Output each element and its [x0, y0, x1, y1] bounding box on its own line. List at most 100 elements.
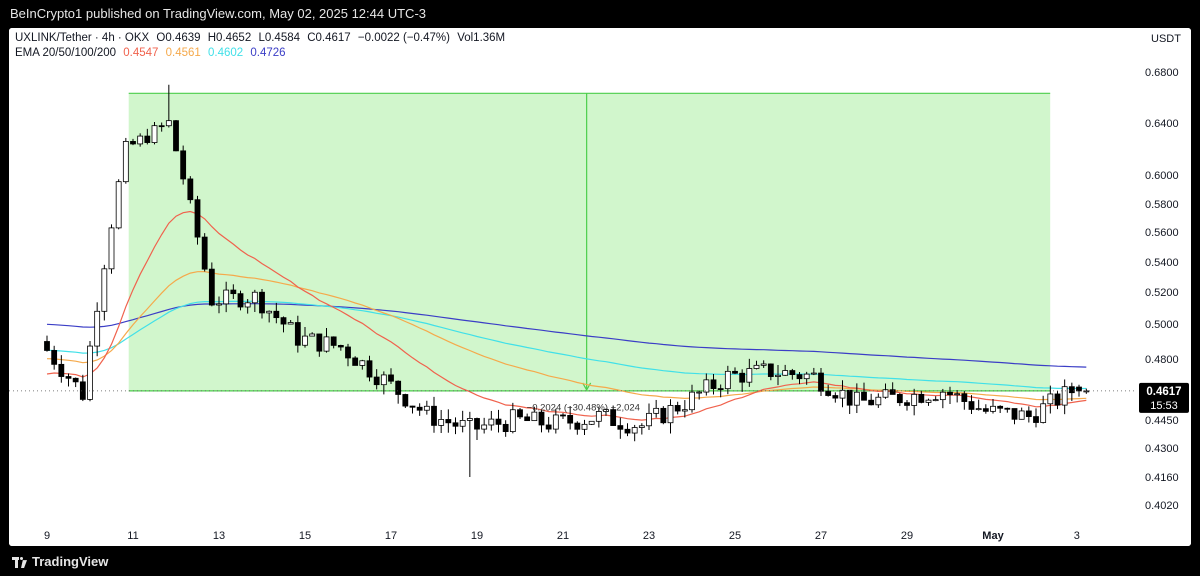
candle-up	[509, 409, 516, 432]
candle-up	[932, 399, 939, 402]
ema50-value: 0.4561	[165, 47, 201, 59]
footer-bar: TradingView	[0, 546, 1200, 576]
tradingview-logo[interactable]: TradingView	[12, 554, 108, 569]
low-value: L0.4584	[258, 32, 301, 44]
candle	[237, 290, 244, 311]
candle	[538, 410, 545, 433]
candle	[1047, 385, 1054, 414]
candle	[552, 408, 559, 434]
ema20-value: 0.4547	[123, 47, 159, 59]
candle-down	[545, 424, 552, 430]
candle-up	[631, 427, 638, 434]
symbol-header: UXLINK/Tether · 4h · OKX O0.4639 H0.4652…	[15, 32, 509, 44]
date-tick-label: May	[982, 530, 1004, 542]
candle	[560, 413, 566, 420]
candle	[65, 373, 72, 387]
candle	[782, 364, 789, 376]
candle	[567, 406, 574, 430]
candle	[201, 233, 208, 272]
price-tick-label: 0.4300	[1145, 443, 1179, 455]
candle	[739, 369, 746, 392]
ema50-line	[46, 270, 1087, 401]
candle	[746, 358, 753, 387]
candle-down	[1054, 393, 1061, 406]
candle-up	[925, 399, 932, 403]
candle-up	[760, 363, 767, 366]
candle-down	[388, 374, 394, 382]
candle	[839, 380, 846, 408]
candle-down	[280, 317, 287, 325]
candle-down	[796, 374, 803, 380]
candle	[703, 373, 710, 396]
candle-down	[739, 372, 746, 383]
candle-up	[882, 389, 889, 398]
candle	[1076, 384, 1082, 397]
candle-down	[832, 395, 839, 399]
candle	[760, 360, 767, 368]
candle	[416, 403, 423, 416]
candle-down	[846, 389, 853, 406]
candle-up	[115, 181, 122, 229]
candle-up	[223, 289, 230, 305]
candle	[423, 400, 430, 415]
candle	[925, 398, 932, 406]
candle	[316, 333, 323, 357]
candle	[72, 377, 79, 388]
candle	[961, 391, 968, 410]
candle-down	[818, 372, 824, 392]
candle	[481, 417, 488, 434]
price-chart[interactable]: −0.2024 (−30.48%) −2,024 USDT 0.6800 0.640…	[9, 28, 1191, 546]
candle	[1040, 395, 1047, 424]
candle-down	[144, 135, 151, 143]
candle-down	[474, 418, 480, 430]
candle	[796, 372, 803, 385]
candle-down	[710, 379, 717, 389]
tradingview-logo-icon	[12, 557, 28, 569]
price-tick-label: 0.5000	[1145, 319, 1179, 331]
candle-down	[904, 402, 910, 406]
axes: USDT 0.6800 0.6400 0.6000 0.5800 0.5600 0.5400…	[44, 33, 1189, 542]
candle	[1025, 406, 1032, 423]
candle-up	[438, 419, 445, 426]
candle-down	[538, 411, 545, 426]
candle	[896, 393, 903, 407]
candle-down	[44, 341, 50, 351]
symbol-name[interactable]: UXLINK/Tether · 4h · OKX	[15, 32, 150, 44]
candle	[724, 365, 731, 395]
candle	[173, 119, 179, 152]
candle-up	[481, 424, 488, 430]
candle	[653, 399, 660, 418]
candle	[287, 319, 294, 325]
candle	[904, 399, 910, 411]
candle-up	[853, 391, 860, 406]
date-tick-label: 9	[44, 530, 50, 542]
date-tick-label: 17	[385, 530, 397, 542]
price-tick-label: 0.5200	[1145, 287, 1179, 299]
candle-up	[839, 389, 846, 399]
candle	[861, 382, 867, 401]
candle-down	[201, 236, 208, 270]
candle	[445, 409, 452, 433]
candle-up	[423, 405, 430, 411]
candle-down	[502, 423, 509, 432]
candle-down	[395, 380, 402, 395]
candle	[44, 335, 50, 352]
chart-panel[interactable]: −0.2024 (−30.48%) −2,024 USDT 0.6800 0.640…	[9, 28, 1191, 546]
candle-up	[244, 302, 251, 308]
candle	[294, 315, 301, 353]
candle-up	[753, 364, 760, 369]
candle	[366, 355, 373, 382]
candle-down	[72, 377, 79, 383]
candle	[1083, 388, 1090, 394]
candle-up	[359, 360, 366, 366]
ema200-value: 0.4726	[250, 47, 286, 59]
candle-down	[947, 391, 953, 396]
candle	[495, 409, 502, 433]
candle	[309, 332, 316, 337]
ema-label[interactable]: EMA 20/50/100/200	[15, 47, 117, 59]
candle-down	[825, 390, 832, 396]
candle-down	[294, 322, 301, 346]
candle-up	[101, 268, 108, 312]
candle	[388, 368, 394, 384]
